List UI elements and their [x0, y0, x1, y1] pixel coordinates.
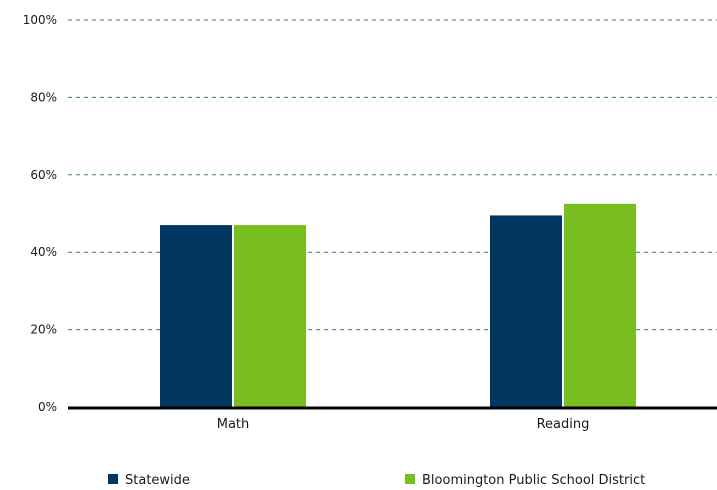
bar-math-series-1 — [160, 225, 232, 407]
y-axis-tick-labels: 0% 20% 40% 60% 80% 100% — [23, 13, 57, 414]
legend-label: Statewide — [125, 473, 190, 488]
y-tick-label: 80% — [30, 90, 57, 104]
bar-math-series-2 — [234, 225, 306, 407]
legend-swatch — [108, 474, 118, 484]
bars — [160, 203, 636, 407]
y-tick-label: 100% — [23, 13, 57, 27]
y-tick-label: 60% — [30, 168, 57, 182]
x-axis-category-labels: Math Reading — [217, 417, 590, 432]
x-category-label: Reading — [537, 417, 590, 432]
y-tick-label: 40% — [30, 245, 57, 259]
bar-reading-series-1 — [490, 215, 562, 407]
bar-reading-series-2 — [564, 203, 636, 407]
legend: Statewide Bloomington Public School Distr… — [108, 473, 645, 488]
y-tick-label: 0% — [38, 400, 57, 414]
y-tick-label: 20% — [30, 323, 57, 337]
legend-label: Bloomington Public School District — [422, 473, 645, 488]
x-category-label: Math — [217, 417, 250, 432]
legend-swatch — [405, 474, 415, 484]
